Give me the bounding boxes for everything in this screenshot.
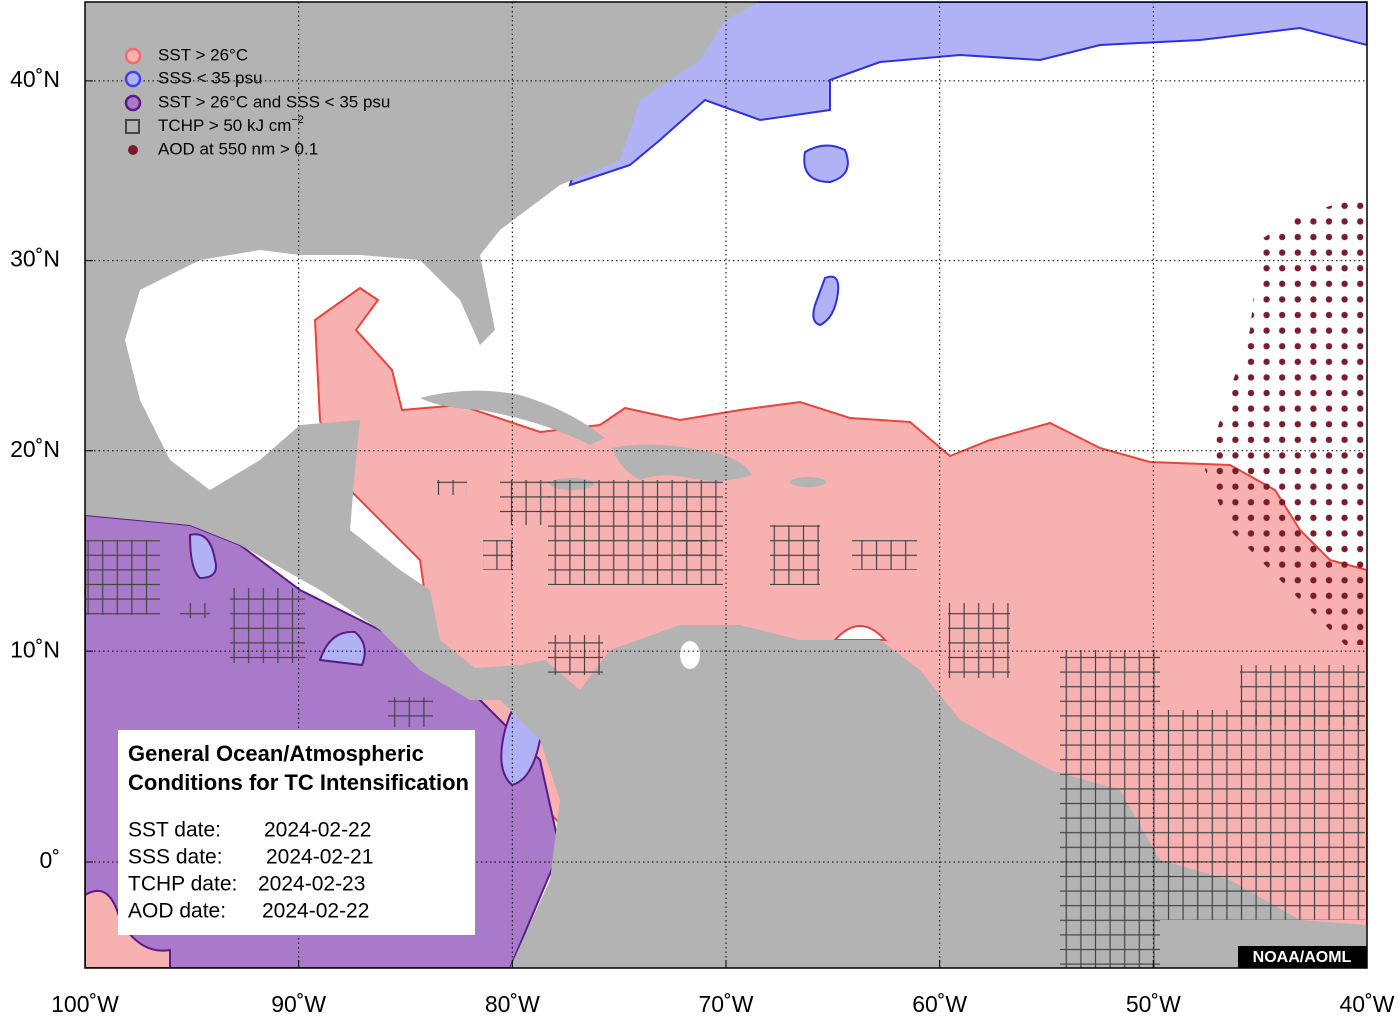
credit: NOAA/AOML xyxy=(1253,949,1352,966)
land xyxy=(680,641,700,669)
y-tick-label: 30˚N xyxy=(10,246,60,272)
credit-background xyxy=(1238,946,1367,968)
tchp-region xyxy=(230,588,305,663)
y-tick-label: 20˚N xyxy=(10,436,60,462)
tchp-region xyxy=(678,540,708,555)
legend-swatch xyxy=(124,47,142,65)
info-title: General Ocean/Atmospheric xyxy=(128,741,424,766)
date-value: 2024-02-22 xyxy=(264,819,371,842)
y-tick-label: 40˚N xyxy=(10,66,60,92)
tchp-region xyxy=(483,540,513,570)
sss-region xyxy=(568,2,1367,187)
legend-swatch xyxy=(124,94,142,112)
tchp-region xyxy=(85,540,160,615)
date-label: AOD date: xyxy=(128,900,226,923)
legend-label: SST > 26°C xyxy=(158,45,248,64)
sss-region xyxy=(812,275,840,327)
legend-swatch xyxy=(128,145,138,155)
x-tick-label: 50˚W xyxy=(1126,991,1181,1017)
date-label: SST date: xyxy=(128,819,221,842)
legend-label: AOD at 550 nm > 0.1 xyxy=(158,139,318,158)
legend-swatch xyxy=(125,119,140,134)
tchp-region xyxy=(948,603,1010,678)
tchp-region xyxy=(1160,710,1365,920)
tchp-regions xyxy=(85,480,1365,968)
date-value: 2024-02-22 xyxy=(262,900,369,923)
tchp-region xyxy=(1060,650,1160,968)
legend-label: SST > 26°C and SSS < 35 psu xyxy=(158,92,390,111)
date-value: 2024-02-21 xyxy=(266,846,373,869)
legend-label-text: TCHP > 50 kJ cm xyxy=(158,116,291,135)
tchp-region xyxy=(388,697,433,727)
land xyxy=(612,444,752,481)
x-tick-label: 90˚W xyxy=(271,991,326,1017)
tchp-region xyxy=(548,480,723,585)
sst-region xyxy=(832,625,888,641)
x-tick-label: 60˚W xyxy=(912,991,967,1017)
tchp-region xyxy=(852,540,917,570)
y-tick-label: 0˚ xyxy=(40,847,60,873)
sss-region xyxy=(803,144,849,184)
info-box-background xyxy=(118,730,475,935)
aod-region xyxy=(1205,195,1367,645)
x-tick-label: 100˚W xyxy=(51,991,119,1017)
tchp-region xyxy=(437,480,467,495)
sss-region xyxy=(318,630,366,667)
legend: SST > 26°C SSS < 35 psu SST > 26°C and S… xyxy=(124,45,390,158)
date-label: SSS date: xyxy=(128,846,223,869)
land xyxy=(85,2,1367,968)
x-tick-label: 80˚W xyxy=(485,991,540,1017)
legend-swatch xyxy=(124,70,142,88)
x-tick-label: 40˚W xyxy=(1340,991,1395,1017)
sss-region xyxy=(188,533,217,580)
tchp-region xyxy=(500,480,550,525)
tchp-region xyxy=(1240,665,1365,725)
tchp-region xyxy=(770,525,820,585)
legend-label: TCHP > 50 kJ cm−2 xyxy=(158,114,304,136)
info-box: General Ocean/Atmospheric Conditions for… xyxy=(118,730,475,935)
x-tick-label: 70˚W xyxy=(699,991,754,1017)
y-tick-label: 10˚N xyxy=(10,636,60,662)
date-label: TCHP date: xyxy=(128,873,237,896)
tchp-region xyxy=(180,603,210,618)
graticule xyxy=(84,2,1368,968)
legend-label-superscript: −2 xyxy=(291,114,304,126)
info-title: Conditions for TC Intensification xyxy=(128,770,469,795)
legend-label: SSS < 35 psu xyxy=(158,68,262,87)
land xyxy=(420,390,605,445)
date-value: 2024-02-23 xyxy=(258,873,365,896)
land xyxy=(790,477,826,487)
tchp-region xyxy=(548,635,603,675)
